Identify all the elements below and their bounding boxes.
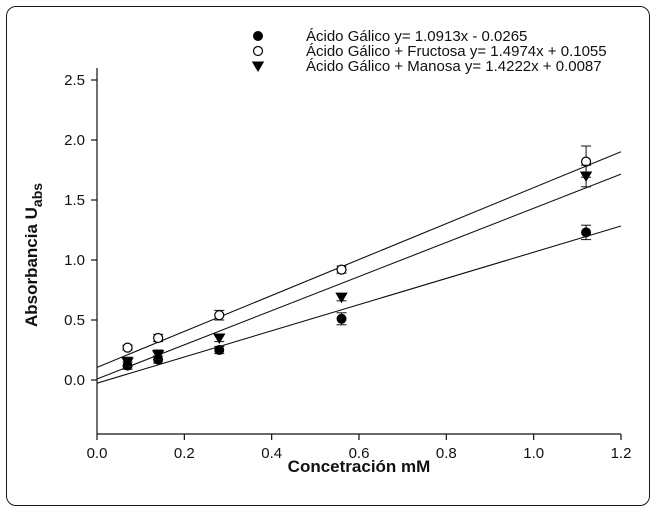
- y-tick-label: 0.5: [64, 312, 85, 329]
- y-tick-label: 2.0: [64, 132, 85, 149]
- data-point: [336, 313, 347, 324]
- x-tick-label: 0.6: [349, 445, 370, 462]
- data-point: [336, 264, 347, 275]
- plot-area: [96, 145, 622, 384]
- data-point: [153, 332, 164, 344]
- x-tick-label: 1.2: [611, 445, 632, 462]
- data-point: [579, 171, 593, 183]
- y-tick-label: 1.5: [64, 192, 85, 209]
- fit-line: [96, 173, 622, 380]
- x-axis-title: Concetración mM: [288, 457, 431, 476]
- figure-frame: [6, 6, 650, 506]
- legend-marker: [253, 31, 263, 41]
- data-point: [213, 333, 226, 345]
- data-point: [151, 350, 165, 361]
- y-tick-label: 2.5: [64, 72, 85, 89]
- axes: 0.0 0.2 0.4 0.6 0.8 1.0 1.2 0.0 0.5 1.0 1.5 2.0 2.5: [64, 68, 631, 462]
- fit-line: [96, 225, 622, 384]
- x-tick-label: 0.0: [87, 445, 108, 462]
- x-tick-label: 1.0: [523, 445, 544, 462]
- legend-label: Ácido Gálico y= 1.0913x - 0.0265: [306, 28, 527, 45]
- data-point: [214, 310, 225, 321]
- x-tick-label: 0.2: [174, 445, 195, 462]
- data-point: [214, 345, 225, 355]
- data-point: [122, 342, 133, 353]
- data-point: [581, 227, 592, 238]
- y-axis-title-subscript: abs: [29, 183, 45, 207]
- y-axis-title: Absorbancia Uabs: [22, 183, 45, 327]
- x-tick-label: 0.4: [261, 445, 282, 462]
- legend-label: Ácido Gálico + Fructosa y= 1.4974x + 0.1…: [306, 43, 607, 60]
- legend-marker: [251, 61, 265, 73]
- y-tick-label: 1.0: [64, 252, 85, 269]
- legend-label: Ácido Gálico + Manosa y= 1.4222x + 0.008…: [306, 58, 602, 75]
- data-point: [335, 292, 348, 304]
- y-tick-label: 0.0: [64, 372, 85, 389]
- y-axis-title-main: Absorbancia U: [22, 207, 41, 327]
- legend-marker: [252, 45, 264, 57]
- fit-line: [96, 151, 622, 368]
- data-point: [121, 357, 134, 369]
- x-tick-label: 0.8: [436, 445, 457, 462]
